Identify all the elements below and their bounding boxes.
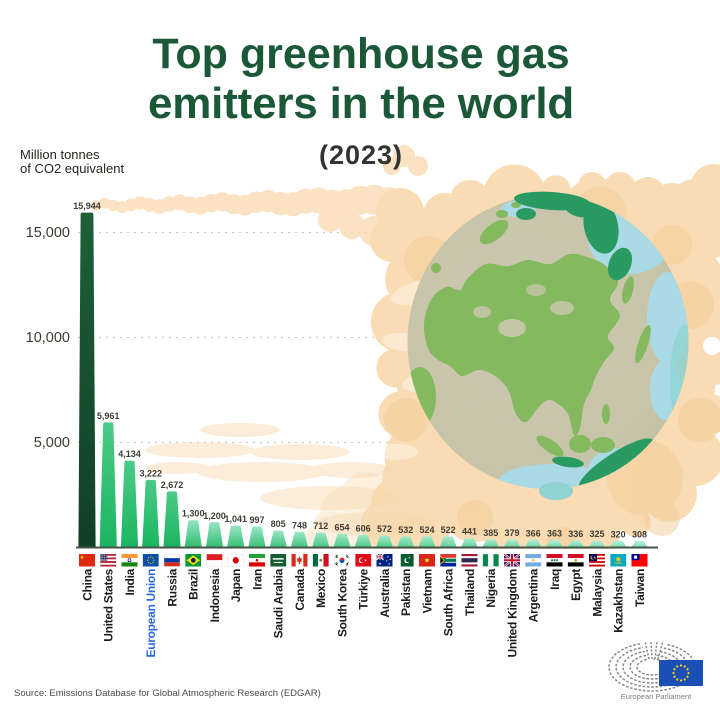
svg-text:10,000: 10,000 [26, 330, 70, 346]
svg-text:Argentina: Argentina [527, 568, 541, 622]
svg-text:Brazil: Brazil [187, 569, 201, 600]
svg-text:524: 524 [419, 525, 434, 535]
svg-text:805: 805 [271, 519, 286, 529]
svg-text:Source: Emissions Database for: Source: Emissions Database for Global At… [14, 688, 321, 699]
svg-text:3,222: 3,222 [140, 468, 163, 478]
svg-text:South Africa: South Africa [442, 568, 456, 636]
svg-text:China: China [80, 568, 94, 600]
svg-text:308: 308 [632, 530, 647, 540]
svg-text:363: 363 [547, 528, 562, 538]
svg-text:5,000: 5,000 [34, 435, 70, 451]
svg-text:Pakistan: Pakistan [399, 569, 413, 616]
svg-text:(2023): (2023) [319, 140, 403, 170]
svg-text:Nigeria: Nigeria [484, 568, 498, 607]
svg-text:5,961: 5,961 [97, 411, 120, 421]
svg-text:Malaysia: Malaysia [590, 568, 604, 616]
svg-text:606: 606 [356, 523, 371, 533]
svg-text:325: 325 [589, 529, 604, 539]
svg-text:Taiwan: Taiwan [633, 569, 647, 607]
svg-text:2,672: 2,672 [161, 480, 184, 490]
svg-text:15,000: 15,000 [26, 225, 70, 241]
svg-text:Thailand: Thailand [463, 569, 477, 616]
svg-text:Iraq: Iraq [548, 569, 562, 590]
svg-text:India: India [123, 568, 137, 595]
svg-text:379: 379 [504, 528, 519, 538]
svg-text:522: 522 [441, 525, 456, 535]
svg-text:336: 336 [568, 529, 583, 539]
svg-text:441: 441 [462, 527, 477, 537]
svg-text:Kazakhstan: Kazakhstan [612, 569, 626, 633]
svg-text:748: 748 [292, 520, 307, 530]
svg-text:Japan: Japan [229, 569, 243, 602]
svg-text:Canada: Canada [293, 568, 307, 610]
svg-text:Australia: Australia [378, 568, 392, 617]
svg-text:572: 572 [377, 524, 392, 534]
svg-text:385: 385 [483, 528, 498, 538]
svg-text:European Parliament: European Parliament [621, 692, 692, 701]
svg-text:1,041: 1,041 [225, 514, 248, 524]
svg-text:Mexico: Mexico [314, 569, 328, 608]
svg-text:Iran: Iran [250, 569, 264, 590]
svg-text:emitters in the world: emitters in the world [148, 79, 574, 128]
svg-text:Top greenhouse gas: Top greenhouse gas [152, 30, 569, 78]
svg-text:Egypt: Egypt [569, 569, 583, 601]
svg-text:United States: United States [102, 568, 116, 641]
svg-text:European Union: European Union [144, 569, 158, 657]
svg-text:366: 366 [526, 528, 541, 538]
svg-text:Türkiye: Türkiye [357, 568, 371, 609]
svg-text:15,944: 15,944 [73, 201, 101, 211]
svg-text:Million tonnes: Million tonnes [20, 147, 100, 162]
svg-text:4,134: 4,134 [118, 449, 141, 459]
svg-text:1,300: 1,300 [182, 509, 205, 519]
svg-text:United Kingdom: United Kingdom [505, 569, 519, 657]
svg-text:712: 712 [313, 521, 328, 531]
svg-text:1,200: 1,200 [203, 511, 226, 521]
svg-text:Russia: Russia [165, 568, 179, 606]
svg-text:997: 997 [249, 515, 264, 525]
svg-text:532: 532 [398, 525, 413, 535]
svg-text:of CO2 equivalent: of CO2 equivalent [20, 161, 124, 176]
svg-text:654: 654 [334, 522, 349, 532]
svg-text:Saudi Arabia: Saudi Arabia [272, 568, 286, 638]
svg-text:Indonesia: Indonesia [208, 568, 222, 622]
svg-text:320: 320 [611, 529, 626, 539]
svg-text:Vietnam: Vietnam [420, 569, 434, 613]
svg-text:South Korea: South Korea [335, 568, 349, 637]
